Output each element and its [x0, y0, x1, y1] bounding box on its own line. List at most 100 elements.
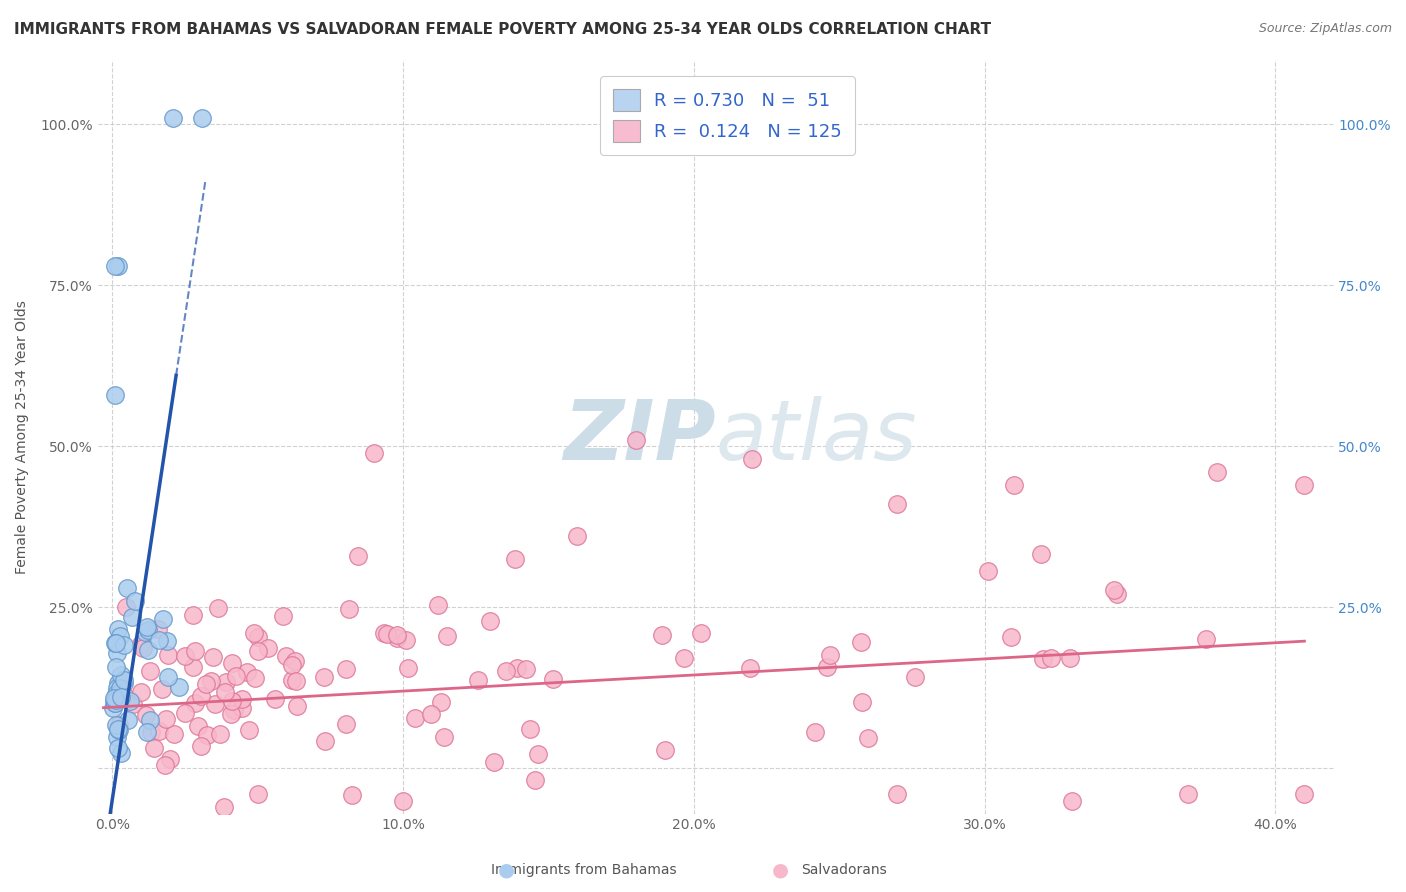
Point	[214, 675, 236, 690]
Point	[139, 713, 162, 727]
Point	[112, 638, 135, 652]
Point	[238, 723, 260, 737]
Point	[1105, 587, 1128, 601]
Point	[104, 259, 127, 273]
Point	[135, 708, 157, 723]
Point	[136, 643, 159, 657]
Point	[190, 689, 212, 703]
Point	[1031, 547, 1053, 561]
Point	[503, 551, 526, 566]
Point	[184, 644, 207, 658]
Point	[181, 659, 204, 673]
Point	[105, 646, 128, 660]
Point	[337, 602, 360, 616]
Point	[108, 723, 131, 737]
Point	[1102, 583, 1125, 598]
Point	[173, 706, 195, 720]
Point	[673, 651, 696, 665]
Point	[314, 734, 336, 748]
Point	[129, 637, 152, 651]
Point	[108, 681, 131, 695]
Point	[654, 743, 676, 757]
Point	[124, 594, 146, 608]
Point	[207, 601, 229, 615]
Point	[467, 673, 489, 688]
Point	[506, 661, 529, 675]
Point	[155, 758, 177, 772]
Point	[1294, 478, 1316, 492]
Point	[247, 644, 270, 658]
Point	[1059, 651, 1081, 665]
Point	[156, 633, 179, 648]
Point	[108, 717, 131, 731]
Point	[195, 728, 218, 742]
Point	[107, 687, 129, 701]
Point	[105, 681, 128, 695]
Point	[246, 787, 269, 801]
Point	[519, 722, 541, 736]
Point	[347, 549, 370, 564]
Point	[136, 725, 159, 739]
Point	[112, 676, 135, 690]
Point	[284, 674, 307, 689]
Point	[904, 670, 927, 684]
Point	[404, 711, 426, 725]
Point	[208, 727, 231, 741]
Point	[433, 730, 456, 744]
Point	[139, 725, 162, 739]
Text: Immigrants from Bahamas: Immigrants from Bahamas	[491, 863, 676, 877]
Text: IMMIGRANTS FROM BAHAMAS VS SALVADORAN FEMALE POVERTY AMONG 25-34 YEAR OLDS CORRE: IMMIGRANTS FROM BAHAMAS VS SALVADORAN FE…	[14, 22, 991, 37]
Point	[478, 614, 501, 628]
Point	[200, 674, 222, 689]
Point	[115, 581, 138, 595]
Point	[110, 689, 132, 703]
Point	[225, 669, 247, 683]
Point	[118, 694, 141, 708]
Point	[112, 688, 135, 702]
Point	[280, 658, 302, 673]
Point	[107, 259, 129, 273]
Text: ●: ●	[498, 860, 515, 880]
Point	[247, 631, 270, 645]
Point	[515, 662, 537, 676]
Point	[1294, 787, 1316, 801]
Point	[624, 433, 647, 447]
Point	[1002, 478, 1025, 492]
Point	[104, 697, 127, 711]
Point	[148, 622, 170, 636]
Point	[526, 747, 548, 761]
Point	[273, 609, 295, 624]
Text: atlas: atlas	[716, 396, 917, 477]
Point	[157, 669, 180, 683]
Point	[167, 681, 190, 695]
Point	[121, 697, 143, 711]
Point	[107, 741, 129, 756]
Point	[183, 696, 205, 710]
Point	[103, 701, 125, 715]
Point	[436, 629, 458, 643]
Point	[221, 656, 243, 670]
Point	[150, 681, 173, 696]
Point	[1000, 631, 1022, 645]
Point	[104, 635, 127, 649]
Point	[107, 722, 129, 736]
Point	[108, 629, 131, 643]
Point	[110, 668, 132, 682]
Point	[222, 703, 245, 717]
Point	[482, 756, 505, 770]
Point	[231, 701, 253, 715]
Text: ●: ●	[772, 860, 789, 880]
Legend: R = 0.730   N =  51, R =  0.124   N = 125: R = 0.730 N = 51, R = 0.124 N = 125	[600, 76, 855, 154]
Point	[187, 719, 209, 733]
Point	[236, 665, 259, 680]
Point	[212, 800, 235, 814]
Point	[114, 600, 136, 615]
Point	[105, 731, 128, 745]
Point	[395, 633, 418, 648]
Point	[335, 716, 357, 731]
Point	[105, 687, 128, 701]
Point	[651, 627, 673, 641]
Point	[136, 623, 159, 637]
Point	[191, 111, 214, 125]
Point	[375, 627, 398, 641]
